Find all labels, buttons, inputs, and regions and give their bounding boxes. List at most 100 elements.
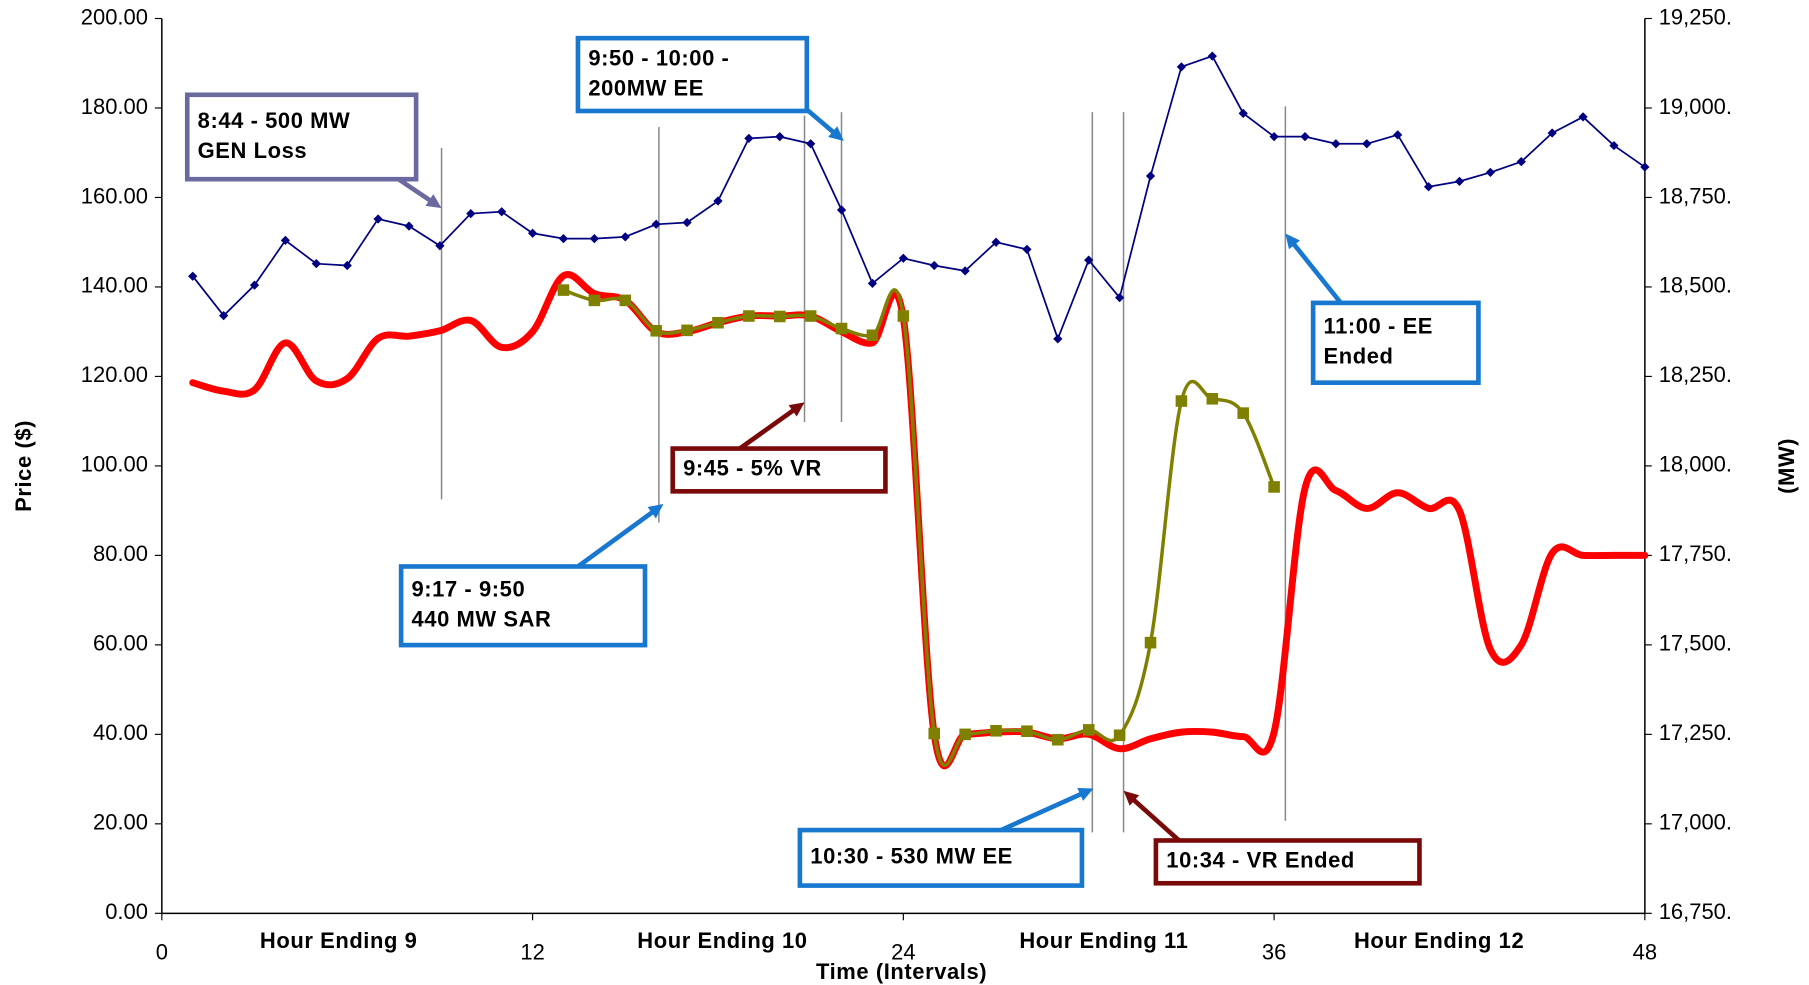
point [188, 271, 198, 281]
point [775, 131, 785, 142]
point [620, 232, 630, 242]
y-tick-label: 80.00 [93, 541, 148, 566]
point [682, 217, 692, 228]
x-tick-label: 48 [1633, 940, 1657, 965]
annotation-text: 9:45 - 5% VR [683, 456, 822, 481]
point [1393, 130, 1403, 140]
point [1485, 167, 1496, 178]
annotation-text: 10:30 - 530 MW EE [810, 844, 1013, 869]
arrow-head [1077, 788, 1094, 801]
annotation-arrow [576, 507, 658, 569]
point [897, 310, 910, 322]
point [497, 207, 507, 217]
series-line [561, 288, 1276, 767]
point [806, 139, 816, 149]
y2-tick-label: 18,000. [1659, 452, 1732, 477]
point [527, 228, 538, 238]
y-tick-label: 160.00 [81, 183, 148, 208]
arrow-head [1285, 233, 1300, 250]
y-tick-label: 40.00 [93, 720, 148, 745]
y-tick-label: 120.00 [81, 362, 148, 387]
point [651, 219, 661, 229]
point [1053, 334, 1063, 344]
point [1206, 393, 1219, 405]
point [1423, 182, 1434, 192]
point [836, 205, 847, 215]
point [404, 221, 414, 231]
point [1362, 139, 1372, 149]
point [1082, 724, 1095, 736]
y2-tick-label: 17,250. [1659, 720, 1732, 745]
annotation-text: 8:44 - 500 MW [198, 108, 351, 133]
point [991, 237, 1001, 247]
y2-tick-label: 19,250. [1659, 4, 1732, 29]
annotation-text: Ended [1324, 344, 1394, 369]
point [1547, 128, 1557, 138]
hour-label: Hour Ending 9 [260, 928, 418, 953]
annotation-text: 200MW EE [588, 75, 704, 100]
point [1144, 636, 1157, 649]
x-tick-label: 12 [520, 940, 544, 965]
point [929, 260, 939, 271]
hour-label: Hour Ending 12 [1354, 928, 1524, 953]
point [435, 241, 445, 251]
y-tick-label: 180.00 [81, 94, 148, 119]
point [557, 284, 570, 296]
point [867, 278, 878, 288]
annotation-arrow [1000, 790, 1087, 833]
y-axis-label: Price ($) [11, 420, 36, 512]
y2-tick-label: 18,250. [1659, 362, 1732, 387]
point [1145, 171, 1156, 181]
point [990, 724, 1002, 737]
arrow-head [1123, 790, 1140, 806]
y-tick-label: 60.00 [93, 631, 148, 656]
point [1113, 729, 1126, 742]
point [1237, 407, 1249, 419]
point [960, 266, 970, 276]
point [1300, 131, 1310, 142]
annotation-box [398, 564, 648, 648]
point [280, 235, 291, 246]
annotation-text: 9:17 - 9:50 [412, 577, 526, 602]
annotation-text: GEN Loss [198, 138, 308, 163]
y2-tick-label: 19,000. [1659, 94, 1732, 119]
point [866, 329, 879, 342]
arrow-head [788, 402, 805, 417]
annotation-text: 9:50 - 10:00 - [588, 45, 729, 70]
point [342, 260, 352, 271]
point [804, 310, 817, 322]
point [1052, 733, 1064, 746]
annotation-box [1153, 838, 1422, 886]
annotation-arrow [738, 405, 799, 451]
x-axis-label: Time (Intervals) [816, 959, 987, 984]
annotation-text: 440 MW SAR [412, 607, 552, 632]
x-tick-label: 36 [1262, 940, 1286, 965]
point [1021, 725, 1033, 738]
hour-label: Hour Ending 11 [1019, 928, 1188, 953]
point [1454, 176, 1465, 186]
annotation-box [575, 35, 810, 114]
point [589, 233, 600, 244]
point [744, 133, 754, 144]
y-tick-label: 100.00 [81, 452, 148, 477]
point [619, 294, 632, 307]
point [1268, 481, 1280, 493]
point [712, 316, 724, 329]
arrow-head [425, 194, 442, 209]
point [928, 727, 941, 740]
y2-tick-label: 17,500. [1659, 631, 1732, 656]
y2-tick-label: 18,500. [1659, 273, 1732, 298]
point [1207, 51, 1217, 61]
y-tick-label: 0.00 [105, 899, 148, 924]
annotation-text: 11:00 - EE [1324, 314, 1434, 339]
point [1176, 62, 1187, 72]
y2-tick-label: 18,750. [1659, 183, 1732, 208]
point [1175, 395, 1188, 407]
annotation-box [184, 92, 419, 182]
y-tick-label: 140.00 [81, 273, 148, 298]
y2-axis-label: (MW) [1774, 438, 1799, 494]
point [743, 310, 755, 322]
event-lines [440, 106, 1287, 833]
point [681, 324, 693, 337]
